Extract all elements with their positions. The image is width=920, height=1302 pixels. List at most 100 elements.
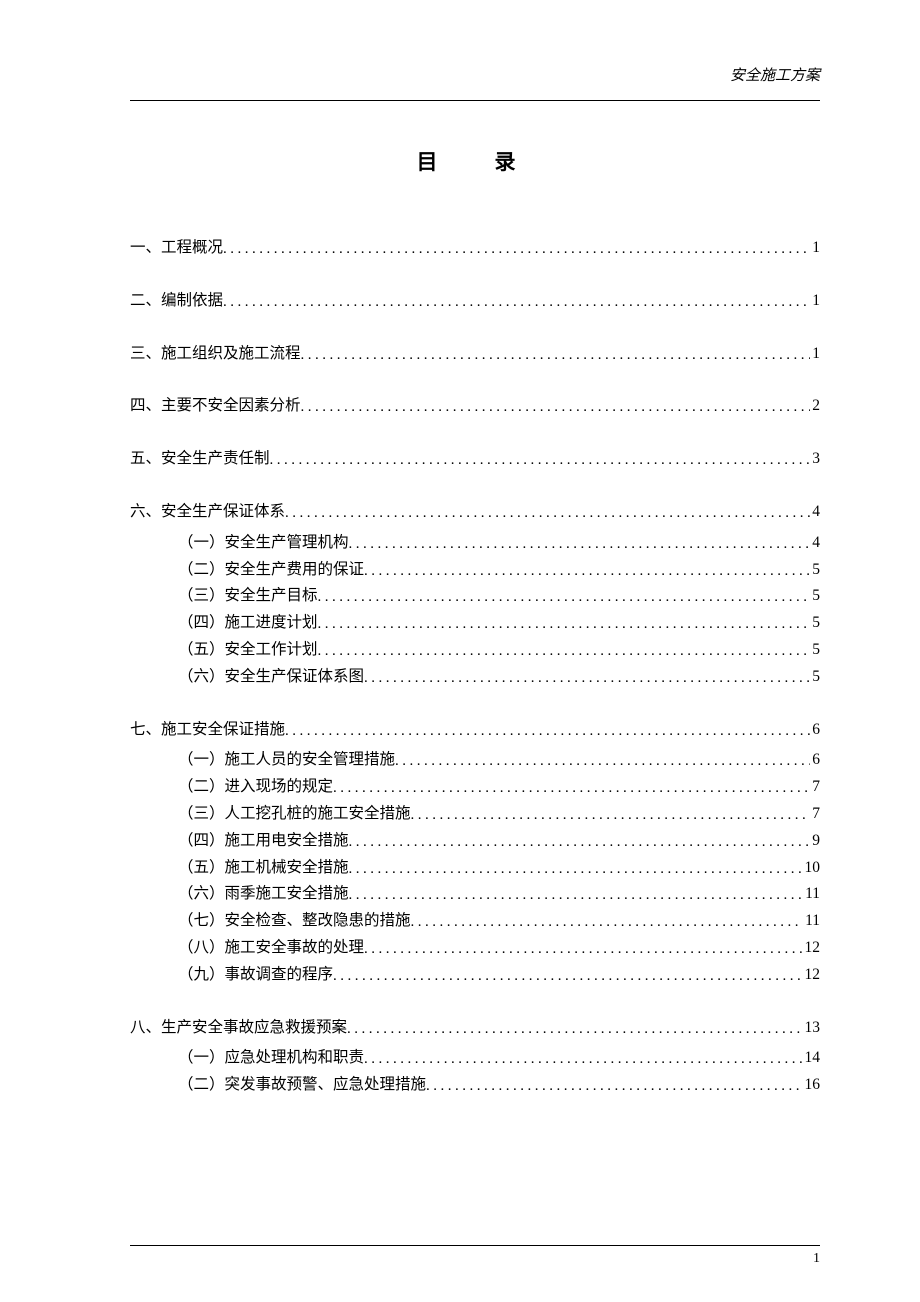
toc-sub-entry: （一）应急处理机构和职责 14	[130, 1046, 820, 1071]
toc-sub-group: （一）施工人员的安全管理措施6（二）进入现场的规定 7（三）人工挖孔桩的施工安全…	[130, 748, 820, 987]
toc-page-number: 12	[803, 936, 821, 961]
toc-leader-dots	[364, 937, 802, 961]
toc-page-number: 5	[810, 558, 820, 583]
toc-entry: 一、工程概况 1	[130, 236, 820, 261]
toc-sub-entry: （三）人工挖孔桩的施工安全措施 7	[130, 802, 820, 827]
toc-page-number: 11	[803, 882, 820, 907]
toc-page-number: 1	[810, 236, 820, 261]
toc-leader-dots	[349, 883, 804, 907]
toc-page-number: 5	[810, 638, 820, 663]
toc-label: （二）突发事故预警、应急处理措施	[178, 1073, 426, 1098]
toc-label: （六）安全生产保证体系图	[178, 665, 364, 690]
toc-leader-dots	[347, 1017, 802, 1041]
toc-entry: 八、生产安全事故应急救援预案 13	[130, 1016, 820, 1041]
header-rule	[130, 100, 820, 101]
toc-sub-entry: （九）事故调查的程序 12	[130, 963, 820, 988]
toc-page-number: 5	[810, 611, 820, 636]
toc-sub-group: （一）安全生产管理机构4（二）安全生产费用的保证 5（三）安全生产目标 5（四）…	[130, 531, 820, 690]
toc-label: 六、安全生产保证体系	[130, 500, 285, 525]
toc-sub-entry: （五）安全工作计划 5	[130, 638, 820, 663]
toc-label: （一）施工人员的安全管理措施	[178, 748, 395, 773]
toc-leader-dots	[285, 501, 810, 525]
footer: 1	[130, 1245, 820, 1246]
toc-label: （一）安全生产管理机构	[178, 531, 349, 556]
toc-leader-dots	[395, 749, 810, 773]
toc-leader-dots	[364, 559, 810, 583]
toc-sub-entry: （二）安全生产费用的保证 5	[130, 558, 820, 583]
toc-page-number: 3	[810, 447, 820, 472]
toc-page-number: 6	[810, 718, 820, 743]
toc-page-number: 4	[810, 531, 820, 556]
toc-leader-dots	[223, 290, 810, 314]
toc-label: 一、工程概况	[130, 236, 223, 261]
toc-leader-dots	[223, 237, 810, 261]
toc-label: （一）应急处理机构和职责	[178, 1046, 364, 1071]
toc-label: 四、主要不安全因素分析	[130, 394, 301, 419]
toc-page-number: 16	[803, 1073, 821, 1098]
footer-rule	[130, 1245, 820, 1246]
toc-entry: 四、主要不安全因素分析 2	[130, 394, 820, 419]
toc-sub-group: （一）应急处理机构和职责 14（二）突发事故预警、应急处理措施 16	[130, 1046, 820, 1098]
toc-title: 目 录	[130, 146, 820, 176]
document-page: 安全施工方案 目 录 一、工程概况1二、编制依据1三、施工组织及施工流程1四、主…	[0, 0, 920, 1158]
toc-sub-entry: （六）雨季施工安全措施 11	[130, 882, 820, 907]
toc-label: 五、安全生产责任制	[130, 447, 270, 472]
toc-entry: 六、安全生产保证体系 4	[130, 500, 820, 525]
toc-page-number: 2	[810, 394, 820, 419]
toc-leader-dots	[426, 1074, 802, 1098]
toc-leader-dots	[411, 910, 804, 934]
toc-leader-dots	[333, 776, 810, 800]
toc-leader-dots	[318, 639, 811, 663]
toc-page-number: 7	[810, 802, 820, 827]
toc-leader-dots	[270, 448, 811, 472]
toc-page-number: 12	[803, 963, 821, 988]
toc-page-number: 1	[810, 289, 820, 314]
toc-label: 七、施工安全保证措施	[130, 718, 285, 743]
header: 安全施工方案	[130, 78, 820, 94]
toc-sub-entry: （一）施工人员的安全管理措施 6	[130, 748, 820, 773]
toc-sub-entry: （六）安全生产保证体系图 5	[130, 665, 820, 690]
toc-label: （四）施工进度计划	[178, 611, 318, 636]
toc-leader-dots	[318, 612, 811, 636]
toc-leader-dots	[318, 585, 811, 609]
toc-sub-entry: （三）安全生产目标 5	[130, 584, 820, 609]
toc-page-number: 13	[803, 1016, 821, 1041]
toc-label: （三）安全生产目标	[178, 584, 318, 609]
toc-label: （六）雨季施工安全措施	[178, 882, 349, 907]
toc-leader-dots	[349, 830, 811, 854]
toc-entry: 七、施工安全保证措施 6	[130, 718, 820, 743]
toc-sub-entry: （二）突发事故预警、应急处理措施 16	[130, 1073, 820, 1098]
toc-leader-dots	[301, 343, 811, 367]
toc-leader-dots	[301, 395, 811, 419]
toc-sub-entry: （七）安全检查、整改隐患的措施11	[130, 909, 820, 934]
toc-sub-entry: （五）施工机械安全措施 10	[130, 856, 820, 881]
toc-label: （二）安全生产费用的保证	[178, 558, 364, 583]
toc-leader-dots	[364, 666, 810, 690]
toc-leader-dots	[333, 964, 802, 988]
page-number: 1	[813, 1251, 820, 1267]
toc-leader-dots	[411, 803, 811, 827]
toc-leader-dots	[349, 532, 811, 556]
toc-entry: 二、编制依据 1	[130, 289, 820, 314]
toc-page-number: 9	[810, 829, 820, 854]
toc-label: （三）人工挖孔桩的施工安全措施	[178, 802, 411, 827]
toc-sub-entry: （四）施工用电安全措施9	[130, 829, 820, 854]
running-head: 安全施工方案	[730, 64, 820, 85]
toc-page-number: 10	[803, 856, 821, 881]
toc-label: （九）事故调查的程序	[178, 963, 333, 988]
toc-label: （八）施工安全事故的处理	[178, 936, 364, 961]
toc-page-number: 5	[810, 665, 820, 690]
toc-page-number: 6	[810, 748, 820, 773]
toc-label: （二）进入现场的规定	[178, 775, 333, 800]
toc-entry: 五、安全生产责任制 3	[130, 447, 820, 472]
toc-label: （五）施工机械安全措施	[178, 856, 349, 881]
toc-page-number: 7	[810, 775, 820, 800]
toc-leader-dots	[285, 719, 810, 743]
table-of-contents: 一、工程概况1二、编制依据1三、施工组织及施工流程1四、主要不安全因素分析2五、…	[130, 236, 820, 1098]
toc-page-number: 4	[810, 500, 820, 525]
toc-leader-dots	[364, 1047, 802, 1071]
toc-label: 二、编制依据	[130, 289, 223, 314]
toc-label: （五）安全工作计划	[178, 638, 318, 663]
toc-sub-entry: （四）施工进度计划 5	[130, 611, 820, 636]
toc-label: 八、生产安全事故应急救援预案	[130, 1016, 347, 1041]
